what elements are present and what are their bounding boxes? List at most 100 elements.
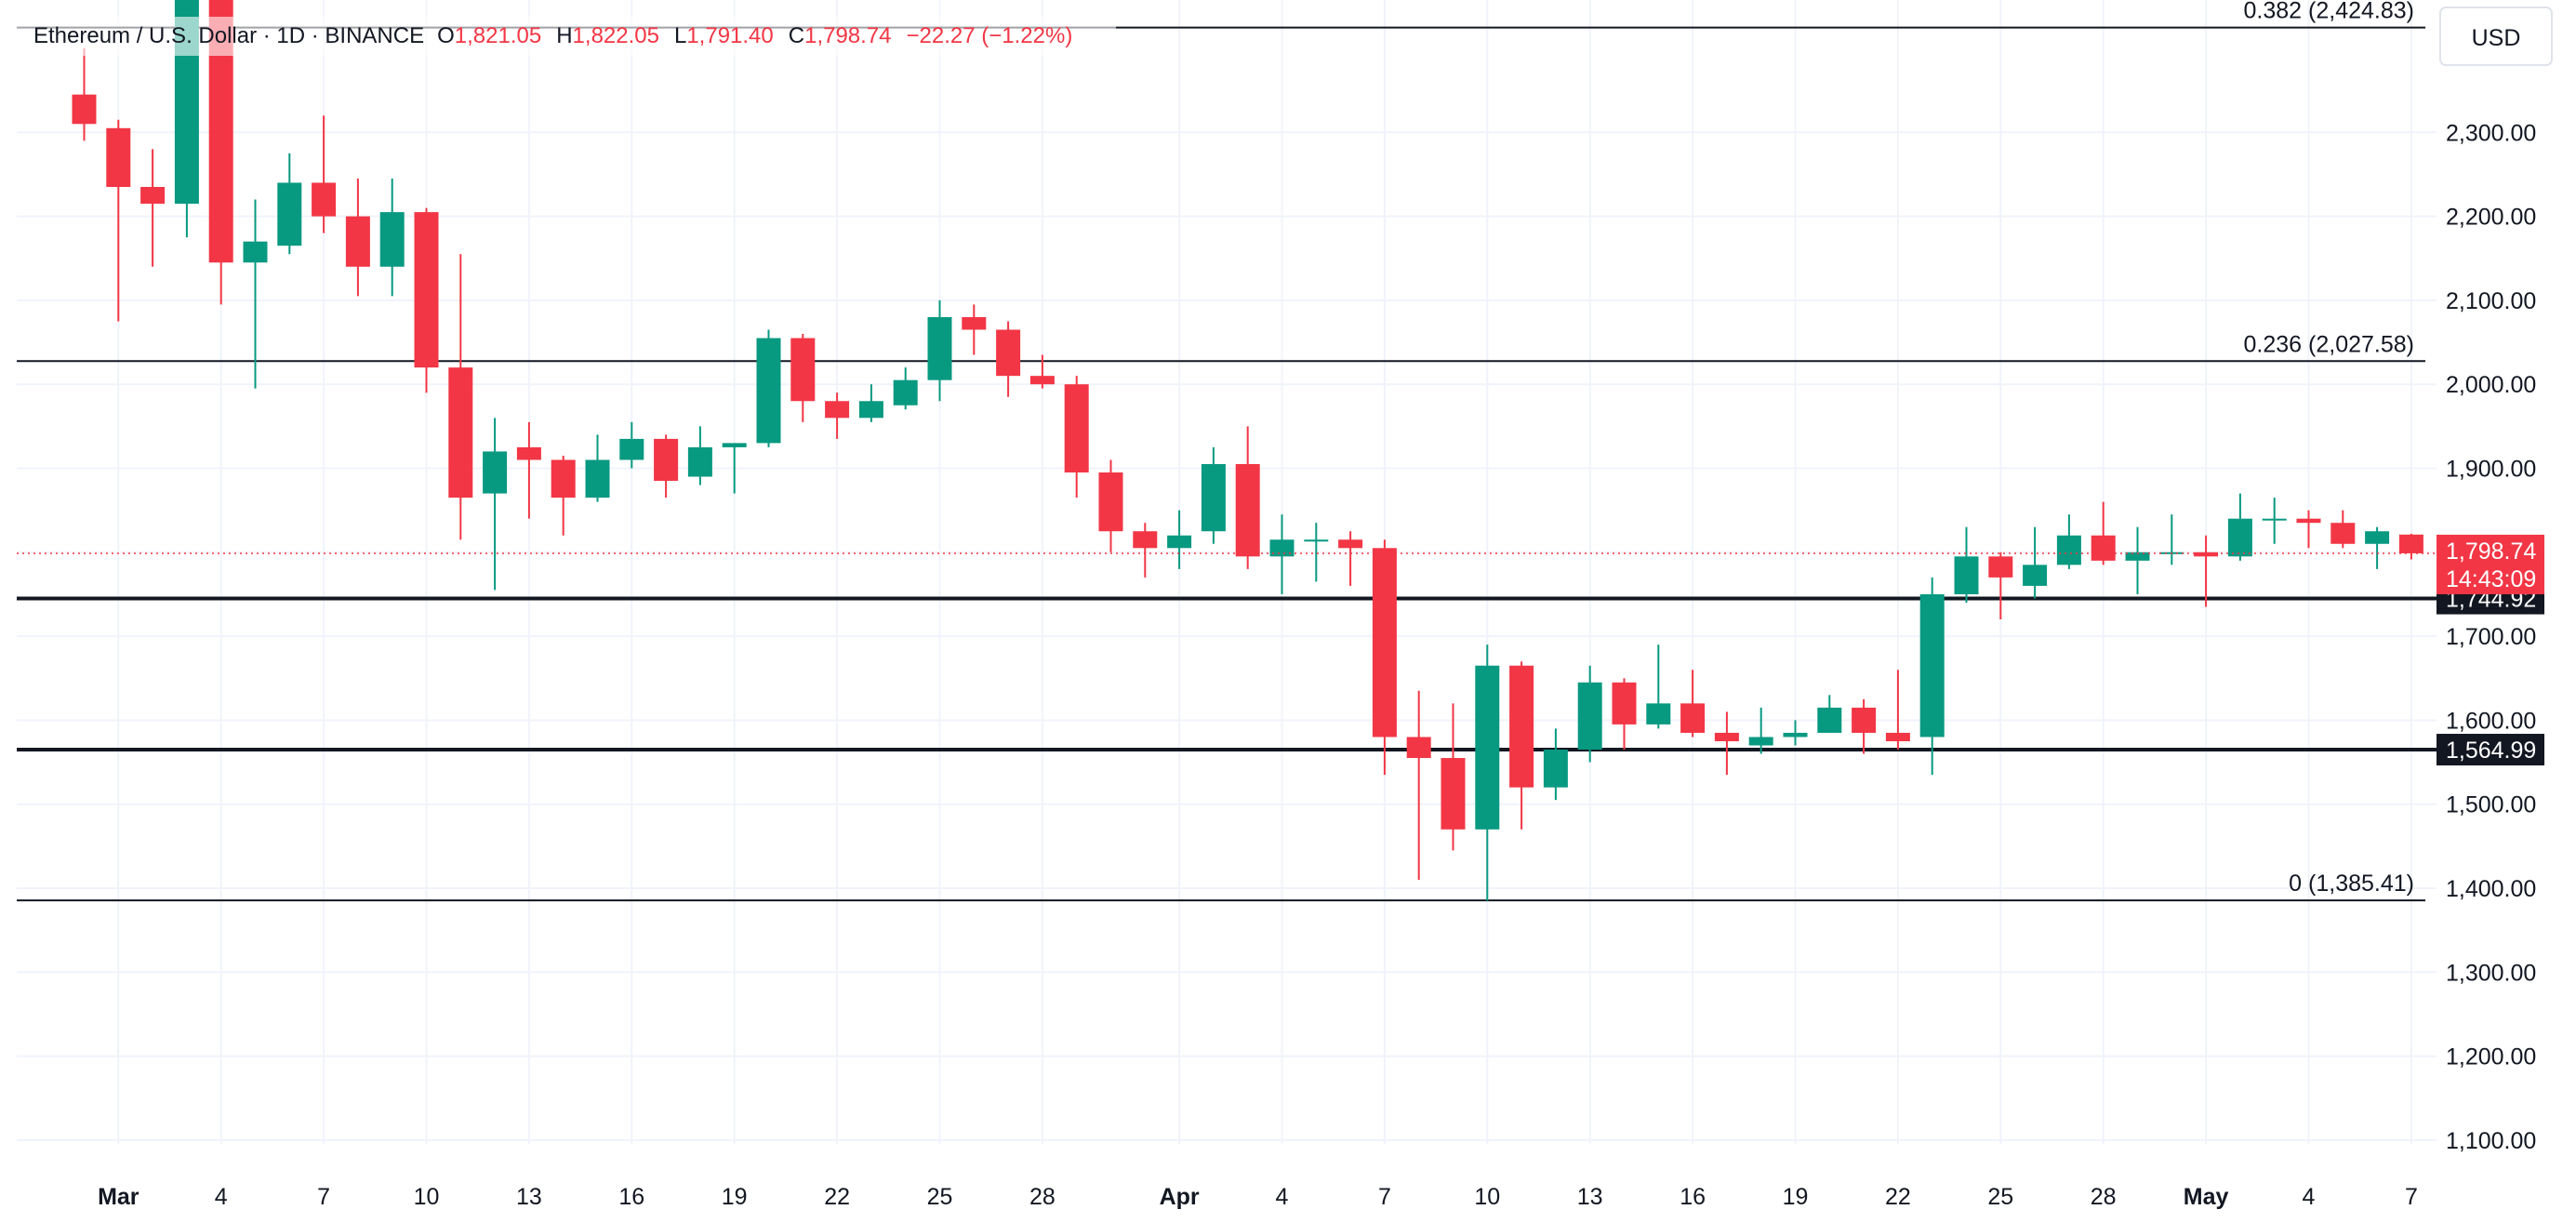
candle-body <box>1714 732 1739 741</box>
candle-body <box>1852 707 1877 733</box>
x-tick-label: 7 <box>2405 1184 2418 1210</box>
candle-body <box>927 316 952 380</box>
x-tick-label: 4 <box>1276 1184 1289 1210</box>
candle-body <box>687 446 712 477</box>
candle-up <box>1646 645 1671 729</box>
x-tick-label: May <box>2184 1184 2229 1210</box>
x-tick-label: 25 <box>927 1184 953 1210</box>
candle-up <box>483 418 508 591</box>
candle-up <box>619 421 644 469</box>
candle-up <box>277 153 302 255</box>
candle-body <box>106 127 131 187</box>
candle-down <box>2296 510 2321 549</box>
y-tick-label: 1,300.00 <box>2446 960 2536 986</box>
candle-body <box>756 338 781 444</box>
candle-body <box>2365 531 2390 544</box>
candle-body <box>2023 565 2048 586</box>
candle-body <box>893 379 918 405</box>
candle-up <box>1475 645 1500 901</box>
candle-body <box>1954 556 1979 594</box>
currency-button-label[interactable]: USD <box>2472 25 2521 51</box>
candle-up <box>893 367 918 410</box>
candle-body <box>2227 518 2252 557</box>
candle-down <box>2330 510 2356 549</box>
candle-body <box>72 94 97 125</box>
candle-down <box>790 334 816 422</box>
x-tick-label: 28 <box>2091 1184 2117 1210</box>
candle-body <box>345 216 370 267</box>
legend-symbol: Ethereum / U.S. Dollar · 1D · BINANCE <box>33 23 424 48</box>
candle-body <box>1612 682 1637 724</box>
candle-down <box>516 421 541 519</box>
candle-down <box>1441 703 1466 851</box>
x-tick-label: 25 <box>1987 1184 2013 1210</box>
candle-up <box>756 329 781 447</box>
candle-down <box>1406 690 1431 880</box>
candle-down <box>1988 552 2013 620</box>
x-tick-label: 16 <box>1680 1184 1706 1210</box>
candle-down <box>72 48 97 141</box>
currency-button-frame[interactable] <box>2439 7 2553 66</box>
x-tick-label: 19 <box>722 1184 748 1210</box>
candle-down <box>1064 376 1089 499</box>
candle-up <box>1783 720 1808 746</box>
candle-down <box>551 455 576 536</box>
candle-body <box>1919 593 1945 738</box>
candle-body <box>790 338 816 402</box>
candle-body <box>1783 732 1808 738</box>
candle-up <box>1577 665 1602 763</box>
price-axis[interactable]: 1,100.00 1,200.00 1,300.00 1,400.00 1,500.00… <box>2437 120 2544 1154</box>
last-price-tag-value: 1,798.74 <box>2446 538 2536 565</box>
fib-level-label: 0.382 (2,424.83) <box>2244 0 2414 24</box>
legend: Ethereum / U.S. Dollar · 1D · BINANCE O1,… <box>0 17 1116 56</box>
candle-up <box>2227 493 2252 561</box>
x-tick-label: Apr <box>1160 1184 1200 1210</box>
candle-body <box>243 241 268 263</box>
candle-down <box>2194 535 2219 607</box>
candle-up <box>1167 510 1192 569</box>
candle-body <box>2091 535 2116 561</box>
y-tick-label: 2,300.00 <box>2446 120 2536 146</box>
candle-up <box>722 443 747 494</box>
x-tick-label: 4 <box>2303 1184 2316 1210</box>
candle-up <box>687 426 712 485</box>
candle-body <box>448 367 473 499</box>
candle-body <box>551 459 576 499</box>
y-tick-label: 1,900.00 <box>2446 457 2536 483</box>
candle-body <box>2398 534 2423 553</box>
candle-up <box>1817 695 1842 733</box>
x-tick-label: 28 <box>1029 1184 1056 1210</box>
fib-level-label: 0.236 (2,027.58) <box>2244 331 2414 357</box>
x-tick-label: 10 <box>1474 1184 1500 1210</box>
candle-body <box>2296 518 2321 524</box>
legend-high-value: 1,822.05 <box>573 23 659 48</box>
candle-body <box>1441 758 1466 830</box>
candle-down <box>962 304 987 355</box>
candle-body <box>414 212 439 368</box>
legend-close-label: C <box>789 23 804 48</box>
candle-up <box>1954 526 1979 603</box>
time-axis[interactable]: Mar 4 7 10 13 16 19 22 25 28 Apr 4 7 10 13 16 19 22 25 28 Ma… <box>98 1184 2418 1210</box>
candle-down <box>996 321 1021 397</box>
candle-up <box>585 434 610 502</box>
candle-down <box>2398 533 2423 560</box>
candle-body <box>1098 472 1123 532</box>
candle-body <box>1235 463 1260 557</box>
candle-up <box>1304 523 1329 582</box>
candle-down <box>1133 523 1158 578</box>
candle-body <box>1509 665 1534 788</box>
candle-body <box>1475 665 1500 830</box>
currency-button[interactable]: USD <box>2439 7 2553 66</box>
candle-body <box>1201 463 1226 532</box>
candle-body <box>1543 750 1568 788</box>
candle-body <box>1133 531 1158 549</box>
x-tick-label: 16 <box>618 1184 644 1210</box>
grid <box>17 0 2437 1144</box>
candle-down <box>1852 698 1877 754</box>
candle-down <box>414 207 439 393</box>
candle-body <box>825 401 850 419</box>
legend-high-label: H <box>556 23 572 48</box>
candle-up <box>2023 526 2048 599</box>
